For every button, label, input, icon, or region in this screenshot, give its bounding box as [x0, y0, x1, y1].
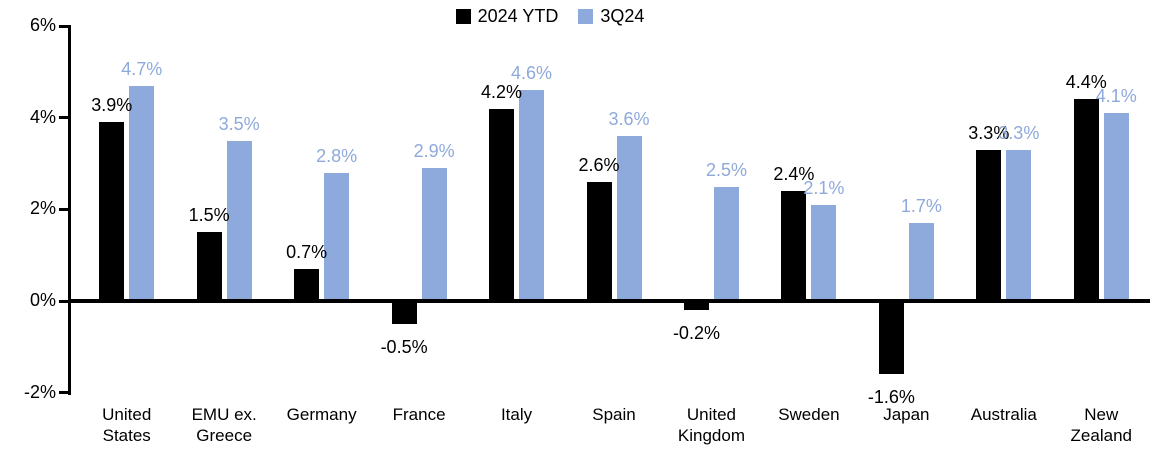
x-axis-label-6: Spain	[592, 405, 636, 424]
y-axis-tick-label: 2%	[29, 198, 56, 219]
value-label-3q24-2: 3.5%	[218, 113, 260, 134]
y-axis-tick-label: -2%	[23, 381, 56, 402]
x-axis-label-10: Australia	[970, 405, 1037, 424]
value-label-ytd-11: 4.4%	[1065, 72, 1107, 93]
value-label-ytd-6: 2.6%	[578, 154, 620, 175]
value-label-3q24-1: 4.7%	[121, 58, 163, 79]
value-label-ytd-8: 2.4%	[773, 164, 815, 185]
bar-ytd-5	[489, 108, 515, 301]
value-label-3q24-9: 1.7%	[900, 196, 942, 217]
bar-ytd-1	[99, 122, 125, 301]
bar-3q24-11	[1103, 113, 1129, 301]
y-axis-tick	[59, 207, 71, 211]
x-axis-label-7: United Kingdom	[677, 405, 745, 445]
bar-3q24-3	[324, 172, 350, 301]
value-label-3q24-4: 2.9%	[413, 141, 455, 162]
value-label-3q24-6: 3.6%	[608, 109, 650, 130]
bar-3q24-10	[1006, 149, 1032, 301]
y-axis-tick	[59, 391, 71, 395]
bar-3q24-8	[811, 204, 837, 301]
bar-3q24-1	[129, 85, 155, 301]
value-label-3q24-11: 4.1%	[1095, 86, 1137, 107]
x-axis-label-4: France	[392, 405, 446, 424]
bar-ytd-2	[196, 232, 222, 301]
bar-ytd-11	[1073, 99, 1099, 301]
bar-ytd-7	[683, 301, 709, 311]
x-axis-label-5: Italy	[500, 405, 533, 424]
x-axis-label-11: New Zealand	[1070, 405, 1132, 445]
bar-ytd-3	[294, 268, 320, 301]
chart-legend: 2024 YTD 3Q24	[0, 6, 1100, 27]
bar-3q24-6	[616, 136, 642, 301]
bar-ytd-9	[878, 301, 904, 375]
value-label-ytd-1: 3.9%	[91, 95, 133, 116]
value-label-3q24-3: 2.8%	[316, 145, 358, 166]
value-label-ytd-10: 3.3%	[968, 122, 1010, 143]
value-label-ytd-4: -0.5%	[380, 336, 428, 357]
value-label-ytd-5: 4.2%	[481, 81, 523, 102]
y-axis-tick-label: 4%	[29, 106, 56, 127]
legend-item-3q24: 3Q24	[578, 6, 644, 27]
value-label-ytd-2: 1.5%	[188, 205, 230, 226]
x-axis-label-1: United States	[102, 405, 152, 445]
bar-3q24-4	[421, 168, 447, 301]
legend-label-3q24: 3Q24	[600, 6, 645, 26]
x-axis-label-3: Germany	[286, 405, 357, 424]
y-axis-tick-label: 6%	[29, 15, 56, 36]
bar-3q24-5	[519, 90, 545, 301]
value-label-3q24-5: 4.6%	[511, 63, 553, 84]
bar-ytd-6	[586, 181, 612, 301]
bar-3q24-9	[908, 223, 934, 301]
value-label-3q24-10: 3.3%	[998, 122, 1040, 143]
legend-label-2024-ytd: 2024 YTD	[477, 6, 559, 26]
legend-swatch-3q24	[578, 9, 594, 24]
legend-swatch-2024-ytd	[455, 9, 471, 24]
y-axis-tick	[59, 299, 71, 303]
bar-ytd-8	[781, 191, 807, 301]
bar-ytd-4	[391, 301, 417, 324]
x-axis-label-2: EMU ex. Greece	[191, 405, 257, 445]
bar-3q24-7	[713, 186, 739, 301]
y-axis-tick	[59, 24, 71, 28]
y-axis-tick-label: 0%	[29, 290, 56, 310]
x-axis-baseline	[68, 299, 1150, 303]
bar-ytd-10	[976, 149, 1002, 301]
value-label-ytd-3: 0.7%	[286, 241, 328, 262]
bar-3q24-2	[226, 140, 252, 301]
value-label-3q24-7: 2.5%	[705, 159, 747, 180]
y-axis-tick	[59, 116, 71, 120]
value-label-3q24-8: 2.1%	[803, 177, 845, 198]
legend-item-2024-ytd: 2024 YTD	[455, 6, 559, 27]
value-label-ytd-9: -1.6%	[867, 387, 915, 408]
x-axis-label-9: Japan	[883, 405, 930, 424]
value-label-ytd-7: -0.2%	[672, 323, 720, 344]
x-axis-label-8: Sweden	[778, 405, 840, 424]
